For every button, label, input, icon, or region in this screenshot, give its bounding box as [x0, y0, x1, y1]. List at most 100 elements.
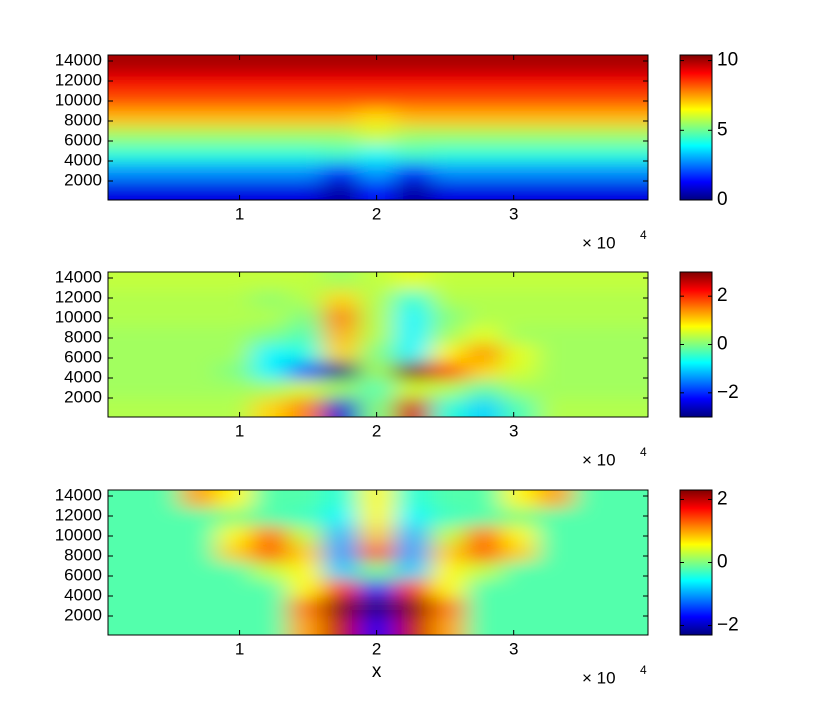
colorbar-tick-label: 5 [717, 119, 728, 140]
heatmap-cell [501, 544, 538, 563]
y-tick-label: 12000 [55, 70, 102, 89]
y-tick-label: 6000 [64, 130, 102, 149]
heatmap-cell [572, 326, 609, 345]
x-tick-label: 3 [509, 204, 518, 223]
heatmap-cell [145, 326, 182, 345]
heatmap-cell [430, 73, 467, 92]
heatmap-cell [430, 55, 467, 74]
heatmap-cell [572, 181, 609, 200]
heatmap-cell [108, 344, 146, 363]
heatmap-cell [251, 163, 289, 182]
heatmap-cell [287, 308, 324, 327]
heatmap-cell [358, 562, 395, 581]
y-tick-label: 14000 [55, 485, 102, 504]
heatmap-cell [251, 598, 289, 617]
heatmap-cell [608, 109, 648, 128]
heatmap-cell [108, 290, 146, 309]
heatmap-cell [536, 109, 574, 128]
y-tick-label: 6000 [64, 347, 102, 366]
heatmap-cell [108, 526, 146, 545]
heatmap-cell [465, 91, 502, 110]
heatmap-cell [145, 127, 182, 146]
heatmap-cell [216, 580, 253, 599]
heatmap-cell [501, 490, 538, 509]
heatmap-cell [216, 326, 253, 345]
heatmap-cell [430, 526, 467, 545]
heatmap-cell [145, 616, 182, 635]
heatmap-cell [251, 290, 289, 309]
x-multiplier: × 10 [582, 668, 616, 687]
heatmap-cell [216, 598, 253, 617]
x-tick-label: 1 [235, 204, 244, 223]
y-tick-label: 2000 [64, 605, 102, 624]
heatmap-cell [358, 109, 395, 128]
heatmap-cell [536, 526, 574, 545]
heatmap-cell [358, 526, 395, 545]
heatmap-cell [536, 508, 574, 527]
heatmap-cell [216, 508, 253, 527]
heatmap-cell [108, 326, 146, 345]
heatmap-cell [608, 598, 648, 617]
heatmap-cell [572, 163, 609, 182]
heatmap-cell [465, 326, 502, 345]
heatmap-cell [358, 380, 395, 399]
heatmap-cell [358, 55, 395, 74]
heatmap-cell [287, 362, 324, 381]
axes-frame [107, 54, 649, 201]
heatmap [108, 55, 648, 200]
heatmap-cell [323, 616, 360, 635]
heatmap-cell [572, 127, 609, 146]
heatmap-cell [536, 163, 574, 182]
heatmap-cell [145, 163, 182, 182]
heatmap [108, 490, 648, 635]
heatmap-cell [216, 109, 253, 128]
heatmap-cell [536, 544, 574, 563]
heatmap-cell [465, 508, 502, 527]
heatmap-cell [394, 398, 431, 417]
heatmap-cell [536, 272, 574, 291]
heatmap-cell [358, 308, 395, 327]
heatmap-cell [251, 544, 289, 563]
heatmap-cell [572, 55, 609, 74]
heatmap-cell [358, 181, 395, 200]
heatmap-cell [430, 490, 467, 509]
heatmap-cell [108, 598, 146, 617]
heatmap-cell [251, 127, 289, 146]
heatmap-cell [465, 580, 502, 599]
x-multiplier: × 10 [582, 450, 616, 469]
heatmap-cell [216, 380, 253, 399]
heatmap-cell [430, 127, 467, 146]
heatmap-cell [536, 616, 574, 635]
heatmap-cell [430, 308, 467, 327]
heatmap-cell [394, 508, 431, 527]
heatmap-cell [394, 598, 431, 617]
heatmap-cell [287, 127, 324, 146]
heatmap-cell [394, 55, 431, 74]
heatmap-cell [501, 127, 538, 146]
heatmap-cell [572, 490, 609, 509]
heatmap-cell [536, 490, 574, 509]
heatmap-cell [323, 91, 360, 110]
heatmap-cell [216, 127, 253, 146]
heatmap-cell [145, 526, 182, 545]
heatmap-cell [251, 526, 289, 545]
heatmap-cell [608, 308, 648, 327]
heatmap-cell [108, 562, 146, 581]
heatmap-cell [323, 508, 360, 527]
heatmap-cell [180, 308, 217, 327]
y-tick-label: 8000 [64, 545, 102, 564]
x-tick-label: 1 [235, 421, 244, 440]
heatmap-cell [430, 181, 467, 200]
heatmap-cell [180, 91, 217, 110]
heatmap-cell [394, 526, 431, 545]
heatmap-cell [180, 562, 217, 581]
heatmap-cell [572, 598, 609, 617]
heatmap-cell [251, 145, 289, 164]
heatmap-cell [465, 344, 502, 363]
heatmap-cell [572, 526, 609, 545]
heatmap-cell [572, 544, 609, 563]
heatmap-cell [323, 145, 360, 164]
heatmap-cell [180, 598, 217, 617]
heatmap-cell [572, 362, 609, 381]
x-tick-label: 2 [372, 639, 381, 658]
